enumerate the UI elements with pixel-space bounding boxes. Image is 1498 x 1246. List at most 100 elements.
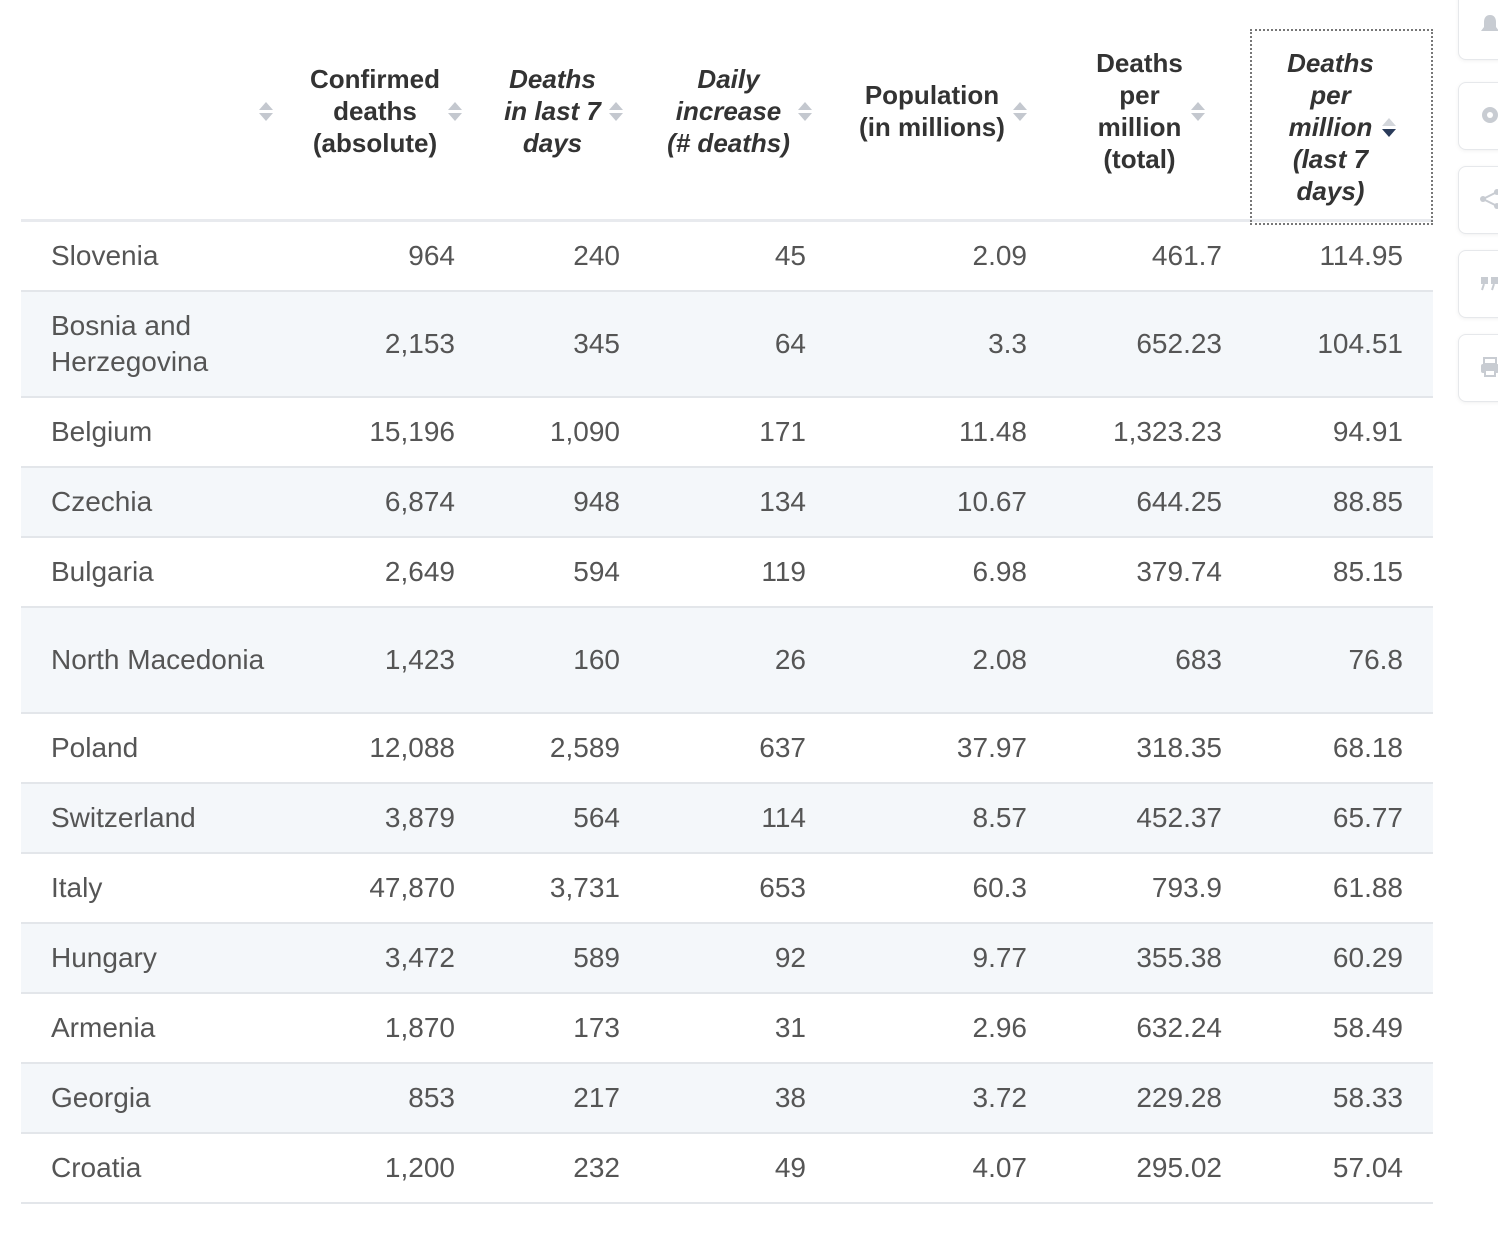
column-header-1[interactable]: Confirmed deaths (absolute)	[291, 0, 481, 222]
sort-icon[interactable]	[1012, 101, 1027, 121]
settings-button[interactable]	[1458, 82, 1498, 150]
sort-icon[interactable]	[608, 101, 623, 121]
table-header: Confirmed deaths (absolute) Deaths in las…	[21, 0, 1433, 225]
column-header-label: Population (in millions)	[859, 80, 1005, 142]
cite-button[interactable]	[1458, 250, 1498, 318]
cell-per-million-7d: 94.91	[1332, 416, 1403, 447]
cell-per-million-7d: 85.15	[1332, 556, 1403, 587]
column-header-6[interactable]: Deaths per million (last 7 days)	[1250, 29, 1433, 225]
table-row: Italy 47,870 3,731 653 60.3 793.9 61.88	[21, 854, 1433, 924]
cell-population: 2.96	[972, 1012, 1028, 1043]
column-header-label: Deaths per million (total)	[1096, 48, 1183, 174]
cell-daily: 92	[774, 942, 806, 973]
column-header-label: Deaths per million (last 7 days)	[1287, 48, 1374, 206]
country-name: Bosnia and Herzegovina	[51, 310, 209, 377]
cell-per-million-total: 652.23	[1136, 328, 1222, 359]
table-row: Hungary 3,472 589 92 9.77 355.38 60.29	[21, 924, 1433, 994]
country-name: Hungary	[51, 942, 157, 973]
country-name: Slovenia	[51, 240, 159, 271]
cell-per-million-total: 355.38	[1136, 942, 1222, 973]
table-row: North Macedonia 1,423 160 26 2.08 683 76.8	[21, 608, 1433, 714]
column-header-5[interactable]: Deaths per million (total)	[1053, 0, 1248, 222]
column-header-label: Deaths in last 7 days	[504, 64, 601, 158]
country-name: Georgia	[51, 1082, 151, 1113]
cell-confirmed: 15,196	[369, 416, 455, 447]
cell-last7: 589	[573, 942, 620, 973]
column-header-3[interactable]: Daily increase (# deaths)	[646, 0, 833, 222]
quote-icon	[1481, 277, 1498, 291]
cell-per-million-total: 461.7	[1151, 240, 1222, 271]
cell-per-million-7d: 60.29	[1332, 942, 1403, 973]
country-name: Belgium	[51, 416, 153, 447]
cell-last7: 232	[573, 1152, 620, 1183]
cell-last7: 594	[573, 556, 620, 587]
cell-population: 8.57	[972, 802, 1028, 833]
cell-per-million-total: 318.35	[1136, 732, 1222, 763]
cell-confirmed: 47,870	[369, 872, 455, 903]
data-table: Confirmed deaths (absolute) Deaths in las…	[21, 0, 1433, 1204]
country-name: Poland	[51, 732, 139, 763]
cell-per-million-total: 793.9	[1151, 872, 1222, 903]
cell-per-million-7d: 88.85	[1332, 486, 1403, 517]
cell-population: 4.07	[972, 1152, 1028, 1183]
cell-daily: 119	[761, 556, 806, 587]
cell-last7: 3,731	[549, 872, 620, 903]
cell-last7: 948	[573, 486, 620, 517]
cell-per-million-total: 1,323.23	[1113, 416, 1222, 447]
table-row: Bosnia and Herzegovina 2,153 345 64 3.3 652.2…	[21, 292, 1433, 398]
table-row: Belgium 15,196 1,090 171 11.48 1,323.23 94.91	[21, 398, 1433, 468]
cell-confirmed: 6,874	[384, 486, 455, 517]
column-header-4[interactable]: Population (in millions)	[833, 0, 1053, 222]
cell-per-million-7d: 57.04	[1332, 1152, 1403, 1183]
sort-descending-icon[interactable]	[1381, 117, 1396, 137]
cell-last7: 160	[573, 644, 620, 675]
sort-icon[interactable]	[259, 101, 273, 121]
cell-confirmed: 2,153	[384, 328, 455, 359]
sort-icon[interactable]	[448, 101, 462, 121]
cell-per-million-7d: 68.18	[1332, 732, 1403, 763]
bell-icon	[1481, 15, 1498, 31]
print-button[interactable]	[1458, 334, 1498, 402]
column-header-0[interactable]	[21, 0, 291, 222]
table-row: Croatia 1,200 232 49 4.07 295.02 57.04	[21, 1134, 1433, 1204]
cell-daily: 38	[774, 1082, 806, 1113]
country-name: Switzerland	[51, 802, 196, 833]
table-row: Armenia 1,870 173 31 2.96 632.24 58.49	[21, 994, 1433, 1064]
cell-per-million-7d: 104.51	[1317, 328, 1403, 359]
column-header-label: Daily increase (# deaths)	[667, 64, 790, 158]
cell-per-million-total: 452.37	[1136, 802, 1222, 833]
table-row: Slovenia 964 240 45 2.09 461.7 114.95	[21, 222, 1433, 292]
table-row: Georgia 853 217 38 3.72 229.28 58.33	[21, 1064, 1433, 1134]
cell-confirmed: 964	[408, 240, 455, 271]
column-header-2[interactable]: Deaths in last 7 days	[481, 0, 646, 222]
country-name: Czechia	[51, 486, 153, 517]
country-name: Italy	[51, 872, 103, 903]
notify-button[interactable]	[1458, 0, 1498, 60]
cell-population: 3.3	[988, 328, 1027, 359]
cell-population: 2.08	[972, 644, 1028, 675]
cell-confirmed: 1,200	[384, 1152, 455, 1183]
cell-last7: 564	[573, 802, 620, 833]
cell-population: 60.3	[972, 872, 1028, 903]
cell-population: 9.77	[972, 942, 1028, 973]
cell-per-million-7d: 65.77	[1332, 802, 1403, 833]
cell-confirmed: 2,649	[384, 556, 455, 587]
sort-icon[interactable]	[1190, 101, 1205, 121]
column-header-label: Confirmed deaths (absolute)	[310, 64, 440, 158]
cell-per-million-7d: 114.95	[1319, 240, 1403, 271]
country-name: Croatia	[51, 1152, 142, 1183]
cell-population: 2.09	[972, 240, 1028, 271]
cell-last7: 345	[573, 328, 620, 359]
sort-icon[interactable]	[797, 101, 812, 121]
cell-last7: 173	[573, 1012, 620, 1043]
cell-daily: 171	[759, 416, 806, 447]
cell-confirmed: 3,879	[384, 802, 455, 833]
cell-population: 3.72	[972, 1082, 1028, 1113]
table-row: Switzerland 3,879 564 114 8.57 452.37 65.77	[21, 784, 1433, 854]
share-button[interactable]	[1458, 166, 1498, 234]
cell-per-million-7d: 58.33	[1332, 1082, 1403, 1113]
country-name: North Macedonia	[51, 644, 265, 675]
cell-daily: 64	[774, 328, 806, 359]
cell-per-million-total: 229.28	[1136, 1082, 1222, 1113]
cell-per-million-7d: 61.88	[1332, 872, 1403, 903]
